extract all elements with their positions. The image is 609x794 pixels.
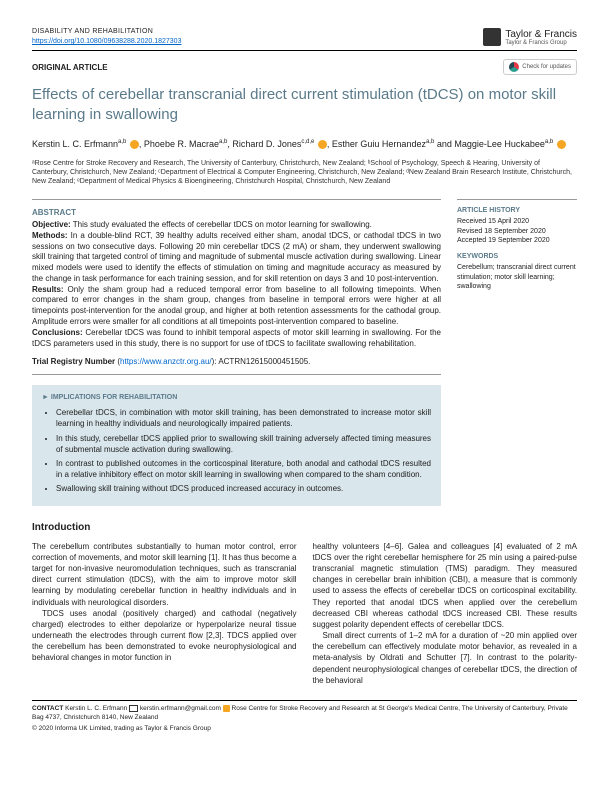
orcid-icon[interactable] [557,140,566,149]
implication-item: Cerebellar tDCS, in combination with mot… [56,407,431,429]
abstract-sidebar-row: ABSTRACT Objective: This study evaluated… [32,199,577,506]
body-col-left: The cerebellum contributes substantially… [32,541,297,686]
journal-doi: DISABILITY AND REHABILITATION https://do… [32,28,181,46]
results-label: Results: [32,285,64,294]
conclusions-label: Conclusions: [32,328,83,337]
results-text: Only the sham group had a reduced tempor… [32,285,441,326]
lock-icon [223,705,230,712]
trial-label: Trial Registry Number [32,357,115,366]
updates-icon [509,62,519,72]
author: Richard D. Jones [232,139,301,149]
keywords-heading: KEYWORDS [457,252,577,261]
doi-link[interactable]: https://doi.org/10.1080/09638288.2020.18… [32,38,181,45]
article-type-row: ORIGINAL ARTICLE Check for updates [32,59,577,75]
affiliations: ᵃRose Centre for Stroke Recovery and Res… [32,159,577,187]
publisher-icon [483,28,501,46]
accepted-date: Accepted 19 September 2020 [457,236,577,245]
implications-list: Cerebellar tDCS, in combination with mot… [42,407,431,494]
publisher-logo: Taylor & Francis Taylor & Francis Group [483,28,577,46]
introduction-heading: Introduction [32,522,577,533]
publisher-name: Taylor & Francis [505,29,577,40]
methods-text: In a double-blind RCT, 39 healthy adults… [32,231,441,283]
author-aff: c,d,e [301,139,314,145]
conclusions-text: Cerebellar tDCS was found to inhibit tem… [32,328,441,348]
check-updates-badge[interactable]: Check for updates [503,59,577,75]
intro-para: healthy volunteers [4–6]. Galea and coll… [313,541,578,631]
contact-footer: CONTACT Kerstin L. C. Erfmann kerstin.er… [32,700,577,734]
abstract-heading: ABSTRACT [32,208,441,217]
article-type: ORIGINAL ARTICLE [32,63,108,72]
history-heading: ARTICLE HISTORY [457,199,577,215]
author: Phoebe R. Macrae [144,139,219,149]
publisher-text-block: Taylor & Francis Taylor & Francis Group [505,29,577,46]
trial-registry: Trial Registry Number (https://www.anzct… [32,357,441,366]
contact-label: CONTACT [32,705,63,712]
orcid-icon[interactable] [318,140,327,149]
implications-box: ► IMPLICATIONS FOR REHABILITATION Cerebe… [32,385,441,505]
implication-item: In this study, cerebellar tDCS applied p… [56,433,431,455]
intro-para: Small direct currents of 1–2 mA for a du… [313,630,578,686]
abstract-body: Objective: This study evaluated the effe… [32,220,441,350]
author-aff: a,b [545,139,553,145]
intro-para: The cerebellum contributes substantially… [32,541,297,608]
authors-line: Kerstin L. C. Erfmanna,b , Phoebe R. Mac… [32,138,577,151]
updates-label: Check for updates [522,64,571,70]
implications-heading: ► IMPLICATIONS FOR REHABILITATION [42,393,431,403]
revised-date: Revised 18 September 2020 [457,227,577,236]
methods-label: Methods: [32,231,68,240]
body-col-right: healthy volunteers [4–6]. Galea and coll… [313,541,578,686]
author-aff: a,b [118,139,126,145]
divider [32,50,577,51]
author: Maggie-Lee Huckabee [454,139,545,149]
implication-item: Swallowing skill training without tDCS p… [56,483,431,494]
page-title: Effects of cerebellar transcranial direc… [32,85,577,124]
contact-name: Kerstin L. C. Erfmann [65,705,129,712]
body-columns: The cerebellum contributes substantially… [32,541,577,686]
keywords-text: Cerebellum; transcranial direct current … [457,263,577,291]
author: Kerstin L. C. Erfmann [32,139,118,149]
trial-id: : ACTRN12615000451505. [214,357,310,366]
author: Esther Guiu Hernandez [332,139,426,149]
journal-name: DISABILITY AND REHABILITATION [32,28,181,35]
author-aff: a,b [426,139,434,145]
mail-icon [129,705,138,712]
implication-item: In contrast to published outcomes in the… [56,458,431,480]
received-date: Received 15 April 2020 [457,217,577,226]
intro-para: TDCS uses anodal (positively charged) an… [32,608,297,664]
header-row: DISABILITY AND REHABILITATION https://do… [32,28,577,46]
publisher-subtitle: Taylor & Francis Group [505,40,577,46]
objective-label: Objective: [32,220,71,229]
orcid-icon[interactable] [130,140,139,149]
contact-email[interactable]: kerstin.erfmann@gmail.com [140,705,223,712]
trial-url[interactable]: https://www.anzctr.org.au/ [120,357,212,366]
abstract-box: ABSTRACT Objective: This study evaluated… [32,199,441,376]
objective-text: This study evaluated the effects of cere… [71,220,372,229]
abstract-column: ABSTRACT Objective: This study evaluated… [32,199,441,506]
copyright: © 2020 Informa UK Limited, trading as Ta… [32,725,577,734]
sidebar-column: ARTICLE HISTORY Received 15 April 2020 R… [457,199,577,506]
author-aff: a,b [219,139,227,145]
